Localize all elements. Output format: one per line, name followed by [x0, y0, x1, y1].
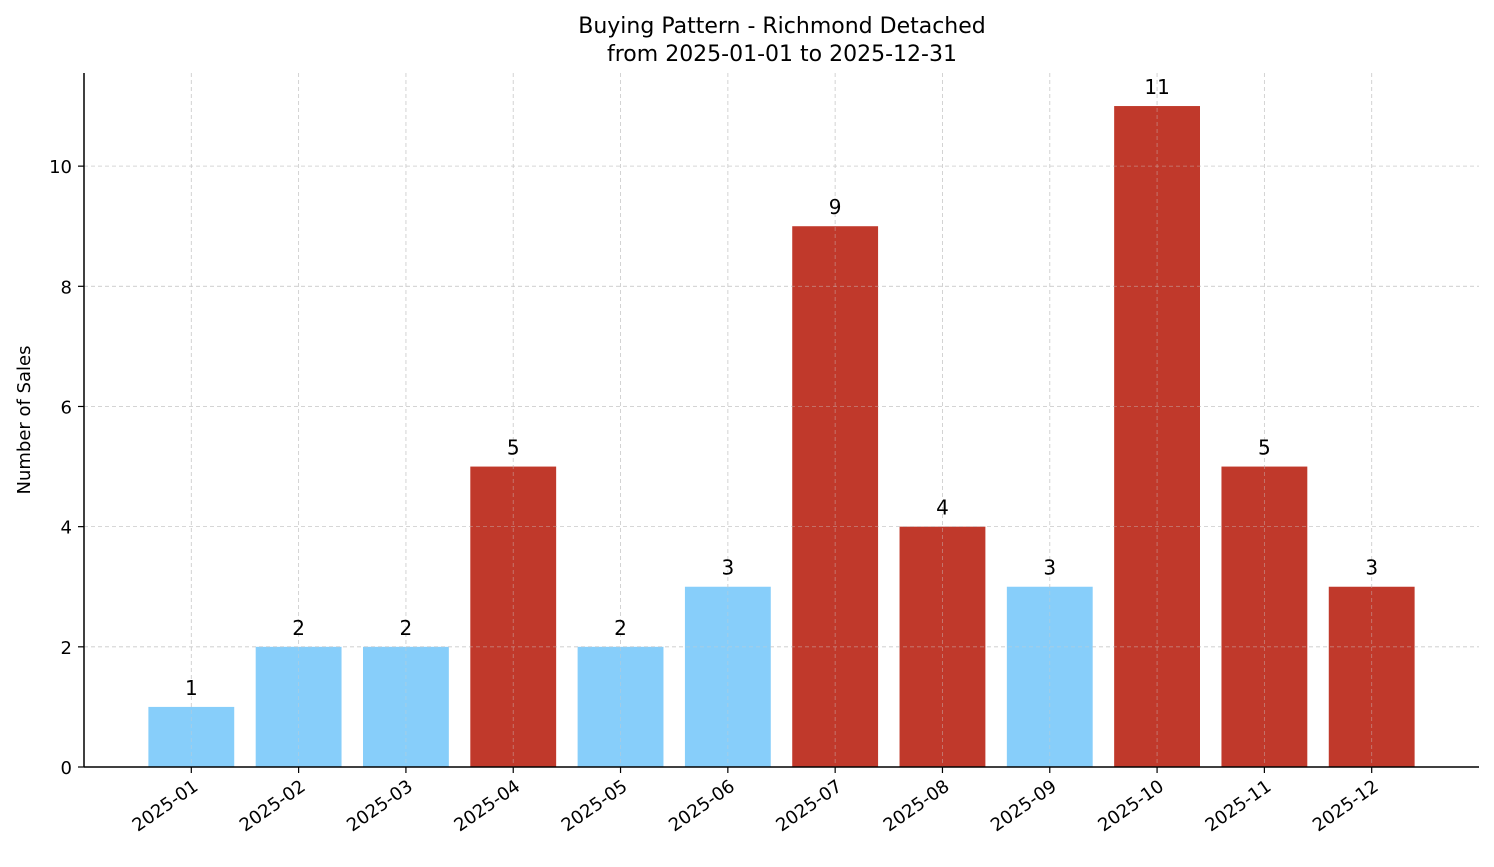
- x-tick-label: 2025-01: [129, 776, 203, 836]
- y-tick-label: 2: [61, 638, 72, 659]
- y-tick-label: 8: [61, 277, 72, 298]
- bar-2025-04: [470, 466, 557, 767]
- data-label: 2: [292, 616, 305, 640]
- data-label: 4: [936, 496, 949, 520]
- data-label: 2: [614, 616, 627, 640]
- bar-2025-11: [1221, 466, 1308, 767]
- chart-title: Buying Pattern - Richmond Detached: [578, 14, 986, 39]
- y-tick-label: 6: [61, 397, 72, 418]
- y-tick-label: 0: [61, 758, 72, 779]
- y-axis-label: Number of Sales: [14, 345, 35, 494]
- data-label: 11: [1144, 75, 1169, 99]
- y-tick-label: 10: [49, 157, 72, 178]
- bar-2025-10: [1114, 106, 1200, 768]
- data-label: 5: [1258, 436, 1271, 460]
- data-label: 1: [185, 676, 198, 700]
- bar-2025-01: [148, 706, 235, 767]
- x-tick-label: 2025-03: [343, 776, 417, 836]
- data-label: 9: [829, 195, 842, 219]
- data-label: 3: [721, 556, 734, 580]
- y-tick-label: 4: [61, 518, 72, 539]
- x-tick-label: 2025-05: [558, 776, 632, 836]
- x-tick-label: 2025-07: [772, 776, 846, 836]
- data-label: 3: [1043, 556, 1056, 580]
- chart-subtitle: from 2025-01-01 to 2025-12-31: [607, 42, 957, 67]
- x-tick-label: 2025-04: [450, 776, 524, 836]
- x-tick-label: 2025-02: [236, 776, 310, 836]
- data-label: 2: [400, 616, 413, 640]
- x-tick-label: 2025-12: [1309, 776, 1383, 836]
- x-tick-label: 2025-09: [987, 776, 1061, 836]
- x-tick-label: 2025-11: [1202, 776, 1276, 836]
- x-tick-label: 2025-06: [665, 776, 739, 836]
- data-label: 5: [507, 436, 520, 460]
- x-tick-label: 2025-08: [880, 776, 954, 836]
- x-tick-label: 2025-10: [1094, 776, 1168, 836]
- data-label: 3: [1365, 556, 1378, 580]
